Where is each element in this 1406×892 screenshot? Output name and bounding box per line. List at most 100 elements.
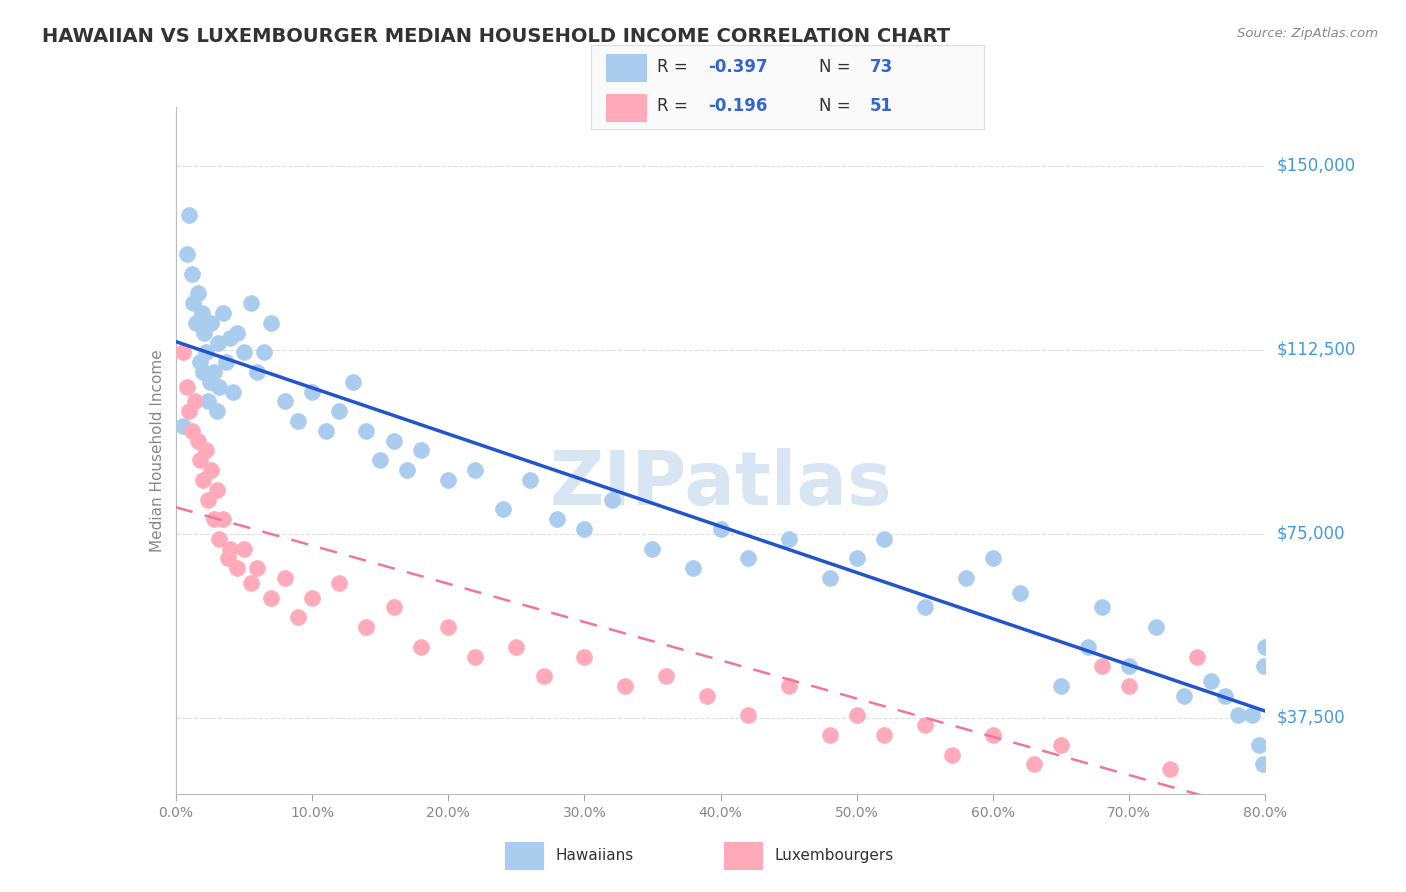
Point (212, 512, 235, 526)
Point (179, 208, 201, 222)
Point (191, 365, 214, 379)
Point (682, 561, 704, 575)
Point (191, 473, 214, 487)
Point (208, 380, 231, 394)
Point (183, 296, 205, 310)
Point (200, 463, 222, 477)
Point (1251, 757, 1274, 772)
Text: Source: ZipAtlas.com: Source: ZipAtlas.com (1237, 27, 1378, 40)
Point (356, 424, 378, 438)
Point (215, 355, 238, 369)
Point (239, 576, 262, 591)
Point (1173, 689, 1195, 703)
Text: -0.397: -0.397 (709, 59, 768, 77)
Point (179, 404, 201, 418)
Point (274, 394, 297, 409)
Point (492, 502, 515, 516)
Point (186, 286, 209, 301)
Point (600, 492, 623, 507)
Point (437, 620, 460, 634)
Point (914, 600, 936, 615)
Point (1091, 659, 1114, 673)
Point (202, 365, 225, 379)
Point (696, 689, 718, 703)
Point (1254, 640, 1277, 654)
Point (315, 424, 337, 438)
Point (207, 335, 229, 350)
Point (1010, 586, 1032, 600)
Point (260, 316, 283, 330)
Text: 51: 51 (870, 97, 893, 115)
Point (368, 453, 391, 467)
Point (219, 541, 242, 556)
Point (328, 576, 350, 591)
Text: Luxembourgers: Luxembourgers (775, 848, 894, 863)
Point (845, 551, 868, 566)
Point (176, 247, 198, 261)
Point (873, 728, 896, 742)
Text: N =: N = (818, 97, 856, 115)
Text: $150,000: $150,000 (1277, 157, 1355, 175)
Text: 73: 73 (870, 59, 893, 77)
Point (198, 375, 221, 389)
Point (1077, 640, 1099, 654)
Point (981, 728, 1004, 742)
Point (409, 640, 432, 654)
Point (464, 649, 486, 664)
Point (1050, 738, 1073, 752)
Text: -0.196: -0.196 (709, 97, 768, 115)
Point (546, 512, 568, 526)
Point (194, 443, 217, 458)
Point (737, 708, 759, 723)
Text: $75,000: $75,000 (1277, 524, 1346, 543)
Point (1118, 659, 1140, 673)
Point (186, 316, 208, 330)
FancyBboxPatch shape (724, 842, 762, 869)
Point (226, 326, 249, 340)
Point (274, 571, 297, 585)
Point (356, 620, 378, 634)
Point (193, 326, 215, 340)
Point (197, 492, 219, 507)
Point (778, 532, 800, 546)
Text: R =: R = (658, 59, 693, 77)
Point (1199, 674, 1222, 689)
Point (186, 434, 209, 448)
Point (955, 571, 977, 585)
Point (1118, 679, 1140, 693)
Point (396, 463, 419, 477)
Point (188, 355, 211, 369)
Point (239, 296, 262, 310)
Point (614, 679, 637, 693)
Point (382, 600, 405, 615)
Point (1227, 708, 1250, 723)
Point (172, 419, 194, 434)
Point (328, 404, 350, 418)
Point (246, 365, 269, 379)
Y-axis label: Median Household Income: Median Household Income (149, 349, 165, 552)
Point (287, 414, 309, 428)
Point (505, 640, 527, 654)
Point (1253, 659, 1275, 673)
Point (172, 345, 194, 359)
Point (533, 669, 555, 683)
Point (1247, 738, 1270, 752)
Point (914, 718, 936, 732)
Point (208, 532, 231, 546)
Point (205, 483, 228, 497)
Point (232, 345, 254, 359)
Point (1240, 708, 1263, 723)
Point (655, 669, 678, 683)
Point (981, 551, 1004, 566)
Point (1213, 689, 1236, 703)
Point (1146, 620, 1168, 634)
Point (574, 522, 596, 536)
Point (1050, 679, 1073, 693)
Point (845, 708, 868, 723)
Point (200, 316, 222, 330)
Point (176, 380, 198, 394)
Point (197, 394, 219, 409)
Point (778, 679, 800, 693)
Point (1159, 762, 1181, 776)
Text: N =: N = (818, 59, 856, 77)
